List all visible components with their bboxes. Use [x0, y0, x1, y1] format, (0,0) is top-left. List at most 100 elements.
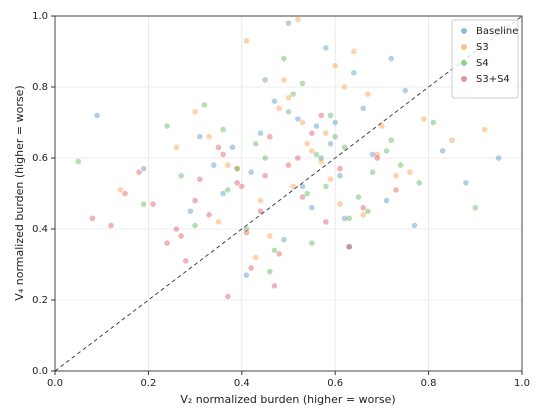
point [383, 148, 390, 154]
point [140, 165, 147, 172]
legend-marker [461, 44, 467, 50]
point [299, 194, 306, 200]
point [355, 194, 362, 200]
point [220, 151, 226, 158]
point [481, 126, 488, 133]
point [248, 265, 254, 271]
point [369, 151, 376, 158]
point [75, 158, 82, 165]
y-tick-label: 0.8 [32, 82, 48, 93]
point [122, 190, 128, 197]
point [383, 197, 390, 204]
point [290, 91, 296, 97]
point [140, 201, 147, 207]
x-tick-label: 0.6 [327, 378, 343, 389]
point [360, 204, 367, 211]
point [299, 80, 306, 87]
point [411, 222, 418, 229]
x-tick-label: 0.2 [140, 378, 156, 389]
point [421, 116, 427, 122]
point [243, 272, 250, 278]
y-tick-label: 0.2 [32, 295, 48, 306]
point [323, 45, 329, 51]
point [430, 119, 437, 126]
point [309, 130, 315, 136]
point [192, 109, 198, 115]
point [178, 233, 184, 239]
x-axis-label: V₂ normalized burden (higher = worse) [180, 393, 395, 406]
point [267, 133, 273, 140]
point [374, 155, 381, 161]
point [271, 247, 278, 254]
point [196, 176, 203, 183]
point [332, 62, 339, 69]
point [234, 180, 240, 186]
point [323, 183, 329, 190]
point [253, 141, 259, 147]
point [281, 236, 287, 243]
plot-frame [54, 15, 523, 372]
point [271, 283, 278, 289]
point [332, 133, 339, 140]
point [117, 187, 124, 193]
point [285, 162, 292, 168]
y-axis-label: V₄ normalized burden (higher = worse) [13, 85, 26, 300]
point [248, 169, 254, 175]
point [201, 101, 208, 108]
point [341, 215, 348, 222]
point [369, 169, 376, 175]
legend-marker [461, 60, 467, 66]
point [253, 254, 259, 261]
point [351, 48, 357, 55]
point [206, 133, 212, 140]
y-tick-label: 0.0 [32, 366, 48, 377]
legend: Baseline S3 S4 S3+S4 [451, 19, 519, 99]
point [182, 258, 189, 264]
point [187, 208, 194, 215]
y-tick-label: 1.0 [32, 11, 48, 22]
point [309, 240, 315, 246]
legend-box [451, 19, 519, 99]
point [313, 123, 320, 129]
point [295, 16, 301, 23]
legend-label: S3+S4 [476, 74, 510, 85]
point [327, 141, 334, 147]
y-tick-label: 0.6 [32, 153, 48, 164]
point [439, 148, 446, 154]
point [327, 112, 334, 119]
point [327, 176, 334, 183]
point [290, 183, 296, 190]
point [276, 105, 282, 112]
point [178, 172, 184, 179]
point [262, 77, 268, 83]
point [299, 119, 306, 126]
point [257, 208, 264, 215]
point [318, 112, 324, 119]
point [495, 155, 502, 161]
point [196, 133, 203, 140]
point [463, 180, 469, 186]
point [229, 144, 236, 151]
point [346, 215, 353, 222]
x-tick-label: 1.0 [514, 378, 530, 389]
point [365, 91, 371, 97]
point [94, 112, 100, 119]
x-tick-label: 0.4 [234, 378, 250, 389]
point [215, 219, 222, 225]
point [472, 204, 479, 211]
point [224, 187, 231, 193]
point [337, 165, 343, 172]
point [267, 233, 273, 239]
legend-label: Baseline [476, 26, 518, 37]
point [164, 240, 170, 246]
legend-marker [461, 28, 467, 34]
point [271, 98, 278, 104]
point [295, 155, 301, 161]
point [262, 172, 268, 179]
point [89, 215, 96, 222]
point [243, 229, 250, 236]
point [215, 144, 222, 151]
point [234, 165, 240, 172]
point [173, 226, 180, 232]
point [276, 251, 282, 257]
